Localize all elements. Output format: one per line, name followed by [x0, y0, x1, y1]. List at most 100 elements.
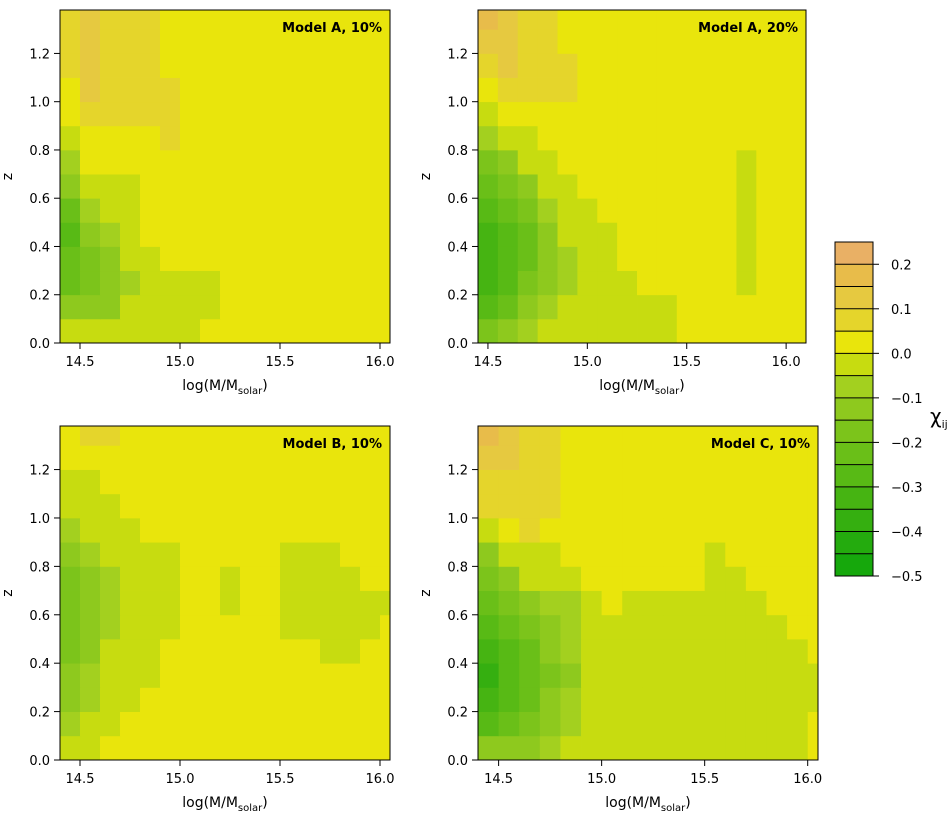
heatmap-cell: [180, 77, 201, 103]
heatmap-cell: [220, 614, 241, 640]
heatmap-cell: [560, 542, 582, 567]
y-tick-label: 0.4: [29, 240, 50, 255]
heatmap-cell: [736, 318, 757, 344]
heatmap-cell: [360, 735, 381, 761]
heatmap-cell: [120, 687, 141, 712]
heatmap-cell: [340, 493, 361, 519]
heatmap-cell: [642, 687, 664, 712]
heatmap-cell: [80, 318, 101, 344]
heatmap-panel-2: Model A, 20% 14.5 15.0 15.5 16.0 0.0 0.2 0.4 0.6…: [418, 9, 807, 397]
y-tick-label: 0.8: [447, 560, 468, 575]
heatmap-cell: [676, 294, 698, 320]
heatmap-cell: [622, 735, 644, 761]
heatmap-cell: [676, 246, 698, 272]
heatmap-cell: [519, 638, 541, 664]
heatmap-cell: [663, 426, 685, 446]
heatmap-cell: [597, 53, 618, 78]
heatmap-cell: [240, 222, 261, 247]
heatmap-cell: [796, 53, 807, 78]
heatmap-cell: [807, 469, 819, 495]
heatmap-cell: [787, 614, 809, 640]
heatmap-cell: [200, 174, 221, 199]
heatmap-cell: [200, 542, 221, 567]
heatmap-cell: [80, 149, 101, 175]
y-tick-label: 1.2: [447, 464, 468, 479]
heatmap-cell: [478, 149, 499, 175]
heatmap-cell: [320, 149, 341, 175]
heatmap-cell: [100, 246, 121, 272]
heatmap-cell: [787, 687, 809, 712]
heatmap-cell: [180, 663, 201, 688]
heatmap-cell: [519, 663, 541, 688]
heatmap-cell: [519, 542, 541, 567]
heatmap-cell: [180, 590, 201, 616]
colorbar-segment: [835, 242, 873, 265]
heatmap-cell: [796, 270, 807, 296]
heatmap-cell: [787, 517, 809, 543]
colorbar-segment: [835, 397, 873, 421]
heatmap-cell: [60, 469, 81, 495]
heatmap-cell: [497, 77, 519, 103]
heatmap-cell: [280, 101, 301, 127]
heatmap-cell: [380, 517, 391, 543]
heatmap-cell: [776, 101, 797, 127]
heatmap-cell: [597, 198, 618, 223]
heatmap-cell: [642, 663, 664, 688]
heatmap-cell: [260, 53, 281, 78]
heatmap-cell: [360, 590, 381, 616]
heatmap-cell: [663, 590, 685, 616]
heatmap-cell: [260, 222, 281, 247]
heatmap-cell: [100, 174, 121, 199]
heatmap-cell: [807, 445, 819, 470]
heatmap-cell: [340, 174, 361, 199]
heatmap-cell: [260, 663, 281, 688]
heatmap-cell: [656, 29, 678, 54]
heatmap-panel-4: Model C, 10% 14.5 15.0 15.5 16.0 0.0 0.2 0.4 0.6…: [418, 425, 822, 814]
heatmap-cell: [597, 29, 618, 54]
heatmap-cell: [280, 246, 301, 272]
heatmap-cell: [340, 663, 361, 688]
heatmap-cell: [320, 735, 341, 761]
heatmap-cell: [100, 270, 121, 296]
heatmap-cell: [80, 53, 101, 78]
heatmap-cell: [320, 469, 341, 495]
heatmap-cell: [663, 614, 685, 640]
heatmap-cell: [756, 125, 777, 151]
heatmap-cell: [140, 222, 161, 247]
heatmap-cell: [380, 10, 391, 30]
heatmap-cell: [280, 590, 301, 616]
heatmap-cell: [340, 566, 361, 591]
heatmap-cell: [160, 687, 181, 712]
heatmap-cell: [663, 445, 685, 470]
heatmap-cell: [517, 294, 539, 320]
heatmap-cell: [380, 101, 391, 127]
heatmap-cell: [200, 566, 221, 591]
heatmap-cell: [360, 29, 381, 54]
heatmap-cell: [597, 246, 618, 272]
heatmap-cell: [807, 614, 819, 640]
heatmap-cell: [100, 663, 121, 688]
heatmap-cell: [60, 566, 81, 591]
heatmap-cell: [220, 10, 241, 30]
heatmap-cell: [497, 198, 519, 223]
colorbar-segment: [835, 286, 873, 309]
heatmap-cell: [240, 493, 261, 519]
heatmap-cell: [684, 711, 706, 737]
heatmap-cell: [676, 174, 698, 199]
heatmap-cell: [597, 149, 618, 175]
heatmap-cell: [696, 77, 717, 103]
heatmap-cell: [200, 469, 221, 495]
heatmap-cell: [517, 318, 539, 344]
heatmap-cell: [539, 469, 561, 495]
heatmap-cell: [601, 735, 623, 761]
heatmap-cell: [684, 735, 706, 761]
heatmap-cell: [597, 270, 618, 296]
x-tick-label: 14.5: [66, 355, 95, 370]
heatmap-cell: [380, 174, 391, 199]
heatmap-cell: [200, 77, 221, 103]
heatmap-cell: [80, 590, 101, 616]
heatmap-cell: [320, 222, 341, 247]
heatmap-cell: [478, 77, 499, 103]
heatmap-cell: [725, 445, 747, 470]
heatmap-cell: [796, 149, 807, 175]
